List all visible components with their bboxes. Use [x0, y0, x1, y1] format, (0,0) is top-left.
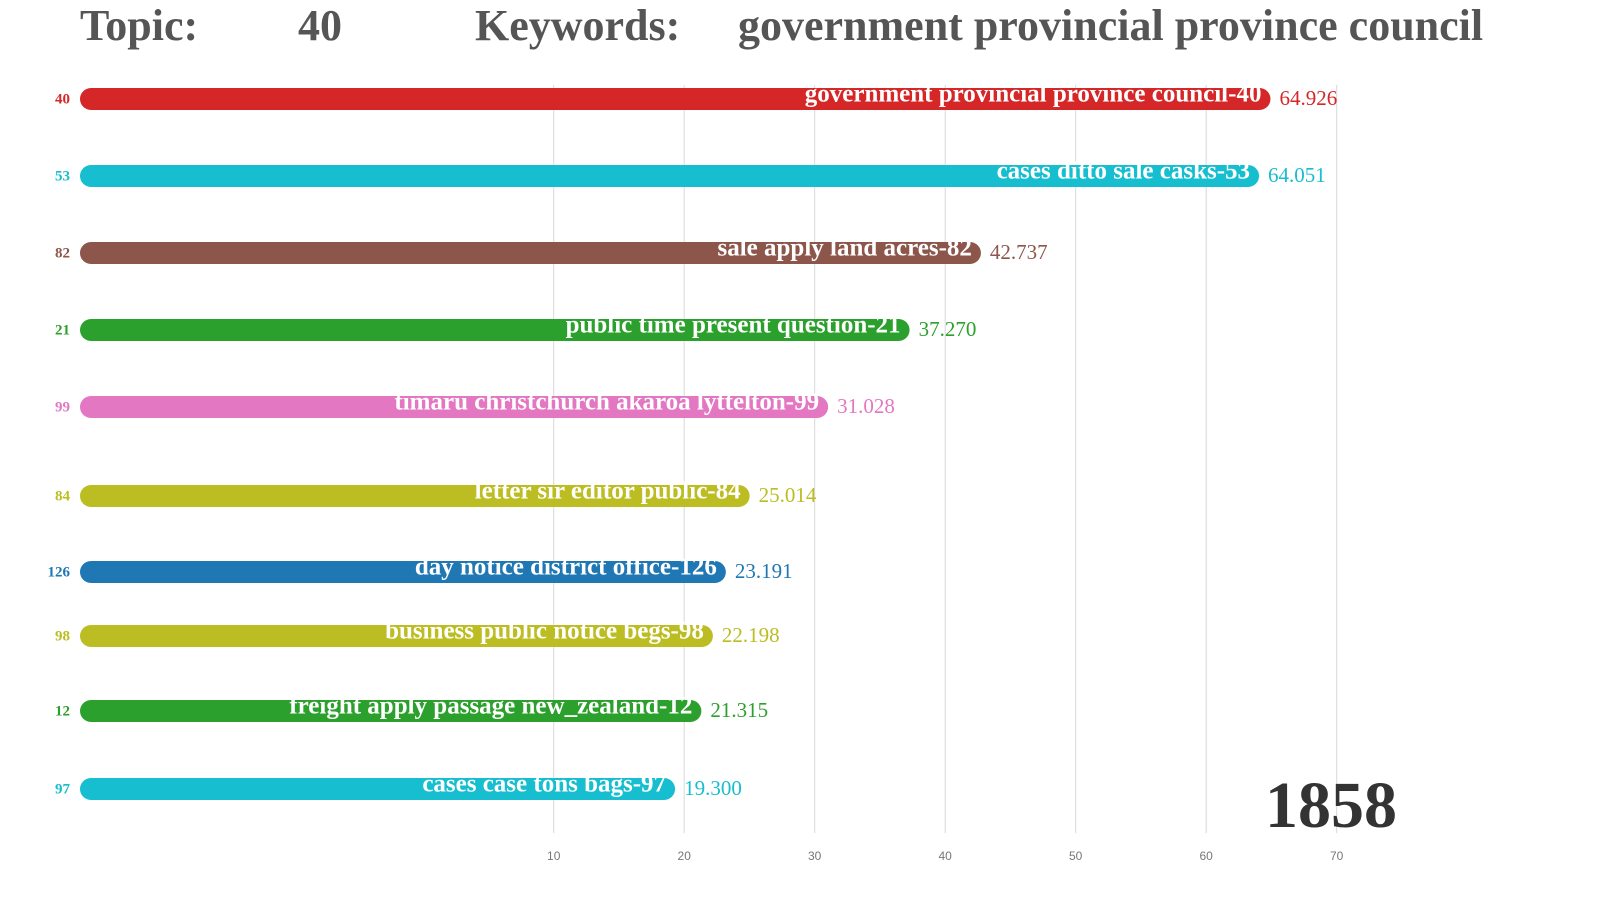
bar-label: cases case tons bags-97 — [422, 771, 666, 798]
x-tick-label: 20 — [678, 849, 692, 863]
bar-label: sale apply land acres-82 — [717, 235, 971, 262]
period-label: 1858 — [1265, 769, 1397, 842]
bar-label: day notice district office-126 — [415, 554, 717, 581]
value-label: 42.737 — [990, 240, 1048, 264]
bar — [80, 242, 981, 264]
category-label: 12 — [55, 703, 70, 719]
bar — [80, 319, 910, 341]
bar-label: business public notice begs-98 — [385, 618, 704, 645]
bar — [80, 165, 1260, 187]
title-label: Topic: — [80, 1, 198, 50]
bar-label: timaru christchurch akaroa lyttelton-99 — [394, 389, 819, 416]
category-label: 126 — [48, 564, 71, 580]
value-label: 64.051 — [1268, 163, 1326, 187]
x-tick-label: 30 — [808, 849, 822, 863]
bar-label: cases ditto sale casks-53 — [997, 158, 1250, 185]
category-label: 98 — [55, 628, 70, 644]
x-tick-label: 10 — [547, 849, 561, 863]
value-label: 23.191 — [735, 559, 793, 583]
bar-label: letter sir editor public-84 — [475, 478, 741, 505]
category-label: 40 — [55, 91, 70, 107]
keywords: government provincial province council — [738, 1, 1483, 50]
bar — [80, 625, 713, 647]
bar-label: public time present question-21 — [566, 312, 901, 339]
category-label: 21 — [55, 322, 70, 338]
x-tick-label: 50 — [1069, 849, 1083, 863]
bar — [80, 88, 1271, 110]
category-label: 84 — [55, 488, 71, 504]
bars: 40 government provincial province council… — [48, 81, 1337, 800]
bar — [80, 561, 726, 583]
value-label: 22.198 — [722, 623, 780, 647]
value-label: 19.300 — [684, 776, 742, 800]
category-label: 97 — [55, 781, 71, 797]
category-label: 82 — [55, 245, 70, 261]
bar — [80, 778, 676, 800]
bar-label: freight apply passage new_zealand-12 — [289, 693, 692, 720]
keywords-label: Keywords: — [475, 1, 680, 50]
bar-label: government provincial province council-4… — [805, 81, 1262, 108]
x-tick-label: 70 — [1330, 849, 1344, 863]
category-label: 99 — [55, 399, 70, 415]
title-topic: 40 — [298, 1, 342, 50]
value-label: 37.270 — [919, 317, 977, 341]
x-tick-label: 60 — [1200, 849, 1214, 863]
category-label: 53 — [55, 168, 70, 184]
value-label: 25.014 — [759, 483, 817, 507]
value-label: 64.926 — [1279, 86, 1337, 110]
bar — [80, 396, 829, 418]
value-label: 31.028 — [837, 394, 895, 418]
bar — [80, 700, 702, 722]
value-label: 21.315 — [710, 698, 768, 722]
bar — [80, 485, 750, 507]
x-tick-label: 40 — [939, 849, 953, 863]
grid: 10 20 30 40 50 60 70 — [547, 85, 1344, 863]
